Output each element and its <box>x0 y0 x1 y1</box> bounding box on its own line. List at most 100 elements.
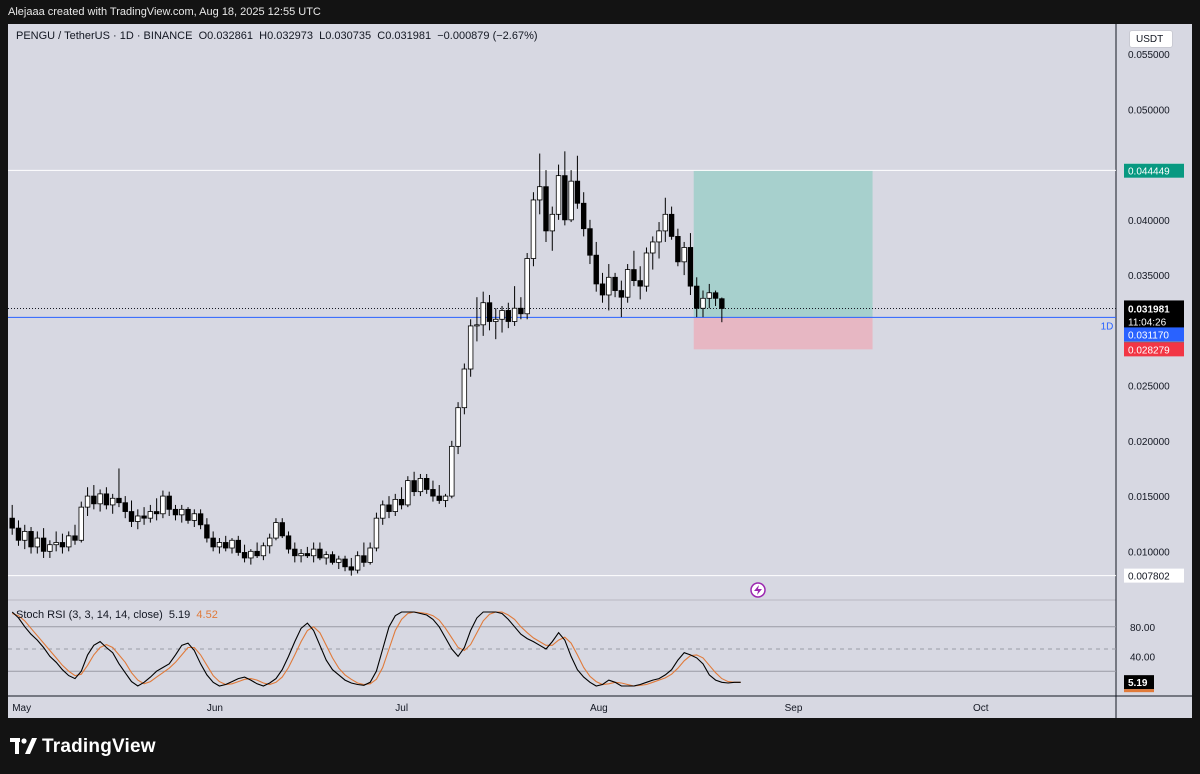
price-tag-red <box>1124 342 1184 357</box>
interval-marker-label: 1D <box>1101 321 1114 332</box>
candle-body <box>216 542 223 548</box>
candle-body <box>593 254 599 285</box>
time-axis-tick: Sep <box>785 703 803 714</box>
candle-body <box>612 276 618 291</box>
candle-body <box>116 497 122 504</box>
candle-body <box>499 310 505 320</box>
candle-body <box>153 511 160 515</box>
candle-body <box>273 522 279 539</box>
low-value: 0.030735 <box>325 30 372 42</box>
candle-body <box>248 550 254 559</box>
candle-body <box>700 297 706 309</box>
candle-body <box>141 515 147 519</box>
candle-body <box>687 247 694 287</box>
stoch-rsi-d-value: 4.52 <box>196 609 218 621</box>
candle-body <box>656 230 662 243</box>
candle-body <box>53 542 59 546</box>
price-tag-label: 0.028279 <box>1128 345 1170 356</box>
symbol-legend: PENGU / TetherUS · 1D · BINANCE O0.03286… <box>16 30 538 42</box>
candle-body <box>40 537 47 552</box>
candle-body <box>229 539 235 549</box>
price-tag-blue <box>1124 327 1184 342</box>
candle-body <box>317 548 323 559</box>
candle-body <box>430 489 436 497</box>
time-axis-tick: Oct <box>973 703 989 714</box>
candle-body <box>562 175 568 221</box>
last-price-tag-bg <box>1124 300 1184 329</box>
candle-body <box>493 318 499 322</box>
candle-body <box>681 247 687 263</box>
candle-body <box>568 180 574 221</box>
time-axis-tick: Jul <box>395 703 408 714</box>
candle-body <box>373 517 380 549</box>
candle-body <box>179 508 185 516</box>
position-profit-zone <box>693 170 873 318</box>
stoch-rsi-k-tag-bg <box>1124 675 1154 690</box>
candle-body <box>662 213 669 232</box>
candle-body <box>411 480 417 493</box>
candle-body <box>235 539 241 553</box>
candle-body <box>549 213 555 232</box>
close-value: 0.031981 <box>385 30 432 42</box>
candle-body <box>606 276 612 296</box>
candle-body <box>555 175 562 215</box>
time-axis-tick: May <box>12 703 31 714</box>
candle-body <box>392 498 398 512</box>
candle-body <box>260 545 267 557</box>
low-label: L <box>319 30 326 42</box>
price-axis-tick: 0.050000 <box>1128 105 1170 116</box>
candle-body <box>643 252 650 287</box>
candle-body <box>166 495 172 510</box>
candle-body <box>9 517 15 529</box>
price-axis-tick: 0.020000 <box>1128 437 1170 448</box>
candle-body <box>210 537 216 548</box>
candle-body <box>323 554 329 559</box>
candle-body <box>59 542 66 548</box>
candle-body <box>361 555 367 563</box>
candle-body <box>223 542 229 549</box>
candle-body <box>530 199 537 259</box>
attribution-bar: Alejaaa created with TradingView.com, Au… <box>0 0 1200 24</box>
open-label: O <box>198 30 208 42</box>
candle-body <box>511 307 518 322</box>
candle-body <box>423 477 430 490</box>
chart-canvas[interactable]: 1D 0.055000 0.050000 0.040000 0.035000 0.0250… <box>8 24 1192 718</box>
candle-body <box>694 285 700 309</box>
price-axis-tick: 0.025000 <box>1128 382 1170 393</box>
candle-body <box>449 445 455 497</box>
currency-button[interactable]: USDT <box>1129 30 1173 48</box>
candle-body <box>191 513 198 521</box>
price-tag-green <box>1124 163 1184 178</box>
candle-body <box>135 515 141 522</box>
candle-body <box>34 537 41 548</box>
footer-branding: TradingView <box>0 718 1200 774</box>
candle-body <box>599 283 606 296</box>
candle-body <box>474 324 480 327</box>
candle-body <box>518 307 524 315</box>
stoch-rsi-d-tag <box>1124 689 1154 693</box>
chart-frame[interactable]: 1D 0.055000 0.050000 0.040000 0.035000 0.0250… <box>8 24 1192 718</box>
stoch-rsi-axis-tick: 80.00 <box>1130 623 1155 634</box>
candle-body <box>28 531 34 548</box>
candle-body <box>618 290 625 298</box>
symbol-name: PENGU / TetherUS · 1D · BINANCE <box>16 30 193 42</box>
candle-body <box>15 527 22 541</box>
candle-body <box>160 495 166 515</box>
candle-body <box>266 537 273 547</box>
candle-body <box>442 495 449 501</box>
candle-body <box>637 280 643 287</box>
candle-body <box>386 504 392 512</box>
price-tag-label: 0.044449 <box>1128 167 1170 178</box>
candle-body <box>467 325 474 370</box>
tradingview-logo-icon <box>10 738 37 754</box>
stoch-rsi-name: Stoch RSI (3, 3, 14, 14, close) <box>16 609 163 621</box>
candle-body <box>505 310 512 322</box>
candle-body <box>354 555 361 571</box>
stoch-rsi-k-line <box>11 611 741 687</box>
candle-body <box>298 553 304 557</box>
candle-body <box>279 522 285 537</box>
candle-body <box>97 493 103 505</box>
candle-body <box>72 535 78 541</box>
stoch-rsi-axis-tick: 40.00 <box>1130 652 1155 663</box>
candle-body <box>480 302 486 326</box>
